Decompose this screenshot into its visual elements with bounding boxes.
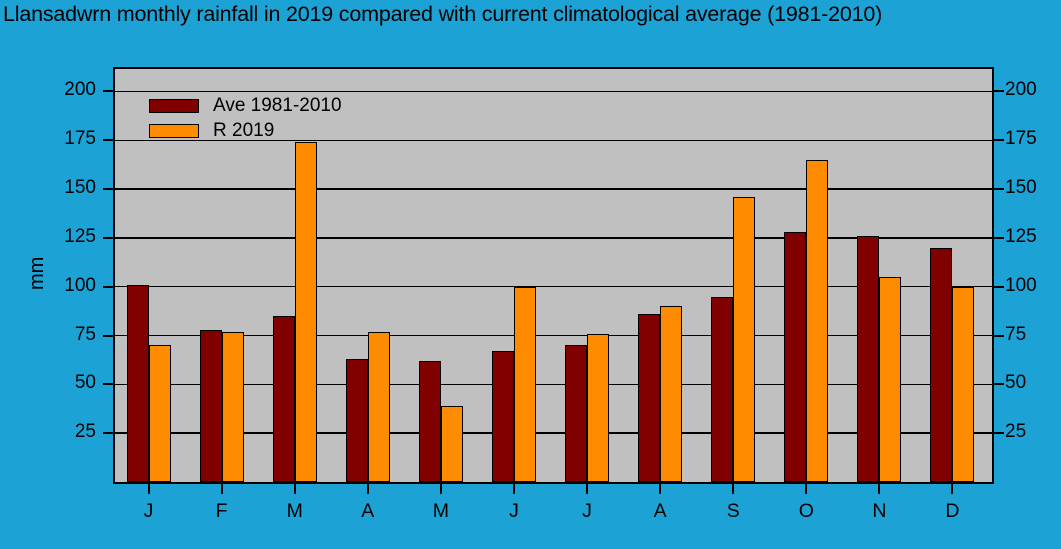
gridline	[115, 432, 992, 434]
bar-r2019-8	[733, 196, 756, 482]
x-tick	[439, 484, 442, 494]
month-label-6: J	[582, 500, 592, 522]
gridline	[115, 237, 992, 239]
bar-ave-5	[491, 351, 514, 482]
y-tick-label-left: 100	[64, 274, 96, 296]
bar-ave-0	[126, 284, 149, 482]
y-tick-label-right: 75	[1005, 323, 1027, 345]
gridline	[115, 188, 992, 190]
x-tick	[366, 484, 369, 494]
legend-swatch-r2019-icon	[149, 123, 199, 138]
y-tick-left	[103, 188, 113, 191]
bar-ave-1	[199, 329, 222, 482]
legend-label-r2019: R 2019	[213, 119, 275, 141]
y-tick-right	[994, 383, 1004, 386]
bar-ave-6	[565, 345, 588, 482]
x-tick	[659, 484, 662, 494]
x-tick	[586, 484, 589, 494]
chart-title: Llansadwrn monthly rainfall in 2019 comp…	[3, 2, 883, 26]
bar-r2019-1	[221, 331, 244, 482]
plot-area: Ave 1981-2010 R 2019	[113, 67, 994, 484]
bar-r2019-7	[660, 306, 683, 482]
bar-ave-4	[418, 360, 441, 482]
y-tick-label-right: 200	[1005, 79, 1037, 101]
y-tick-label-right: 50	[1005, 372, 1027, 394]
x-tick	[293, 484, 296, 494]
gridline	[115, 285, 992, 288]
y-tick-label-right: 175	[1005, 128, 1037, 150]
bar-r2019-10	[879, 276, 902, 482]
bar-r2019-3	[367, 331, 390, 482]
legend: Ave 1981-2010 R 2019	[149, 93, 342, 143]
month-label-2: M	[286, 500, 303, 522]
y-tick-left	[103, 383, 113, 386]
bar-ave-7	[638, 314, 661, 482]
gridline	[115, 334, 992, 337]
x-tick	[220, 484, 223, 494]
bar-ave-3	[345, 358, 368, 482]
y-tick-right	[994, 236, 1004, 239]
legend-label-ave: Ave 1981-2010	[213, 94, 342, 116]
y-tick-label-right: 25	[1005, 421, 1027, 443]
gridline	[115, 90, 992, 93]
y-tick-right	[994, 285, 1004, 288]
bar-ave-11	[930, 247, 953, 482]
bar-ave-9	[784, 232, 807, 482]
bar-r2019-4	[440, 405, 463, 482]
month-label-9: O	[798, 500, 814, 522]
month-label-5: J	[509, 500, 519, 522]
y-tick-left	[103, 432, 113, 435]
bar-ave-2	[272, 316, 295, 482]
y-tick-label-left: 125	[64, 225, 96, 247]
x-tick	[805, 484, 808, 494]
month-label-11: D	[945, 500, 960, 522]
y-tick-left	[103, 139, 113, 142]
month-label-10: N	[872, 500, 887, 522]
x-tick	[732, 484, 735, 494]
y-tick-label-right: 150	[1005, 177, 1037, 199]
y-tick-label-left: 150	[64, 177, 96, 199]
month-label-8: S	[726, 500, 740, 522]
y-tick-right	[994, 188, 1004, 191]
legend-swatch-ave-icon	[149, 98, 199, 113]
x-tick	[147, 484, 150, 494]
y-tick-right	[994, 139, 1004, 142]
bar-r2019-2	[294, 142, 317, 482]
bar-r2019-9	[806, 159, 829, 482]
month-label-4: M	[432, 500, 449, 522]
y-tick-right	[994, 90, 1004, 93]
month-label-7: A	[653, 500, 667, 522]
gridline	[115, 383, 992, 386]
x-tick	[878, 484, 881, 494]
bar-ave-10	[857, 235, 880, 482]
y-tick-left	[103, 334, 113, 337]
bar-r2019-11	[952, 286, 975, 482]
y-tick-label-left: 50	[74, 372, 96, 394]
y-tick-label-right: 125	[1005, 225, 1037, 247]
bar-r2019-5	[513, 286, 536, 482]
x-tick	[951, 484, 954, 494]
y-tick-right	[994, 432, 1004, 435]
bar-r2019-6	[587, 333, 610, 482]
y-tick-label-left: 175	[64, 128, 96, 150]
x-tick	[512, 484, 515, 494]
y-tick-label-left: 75	[74, 323, 96, 345]
gridline	[115, 139, 992, 142]
y-tick-left	[103, 285, 113, 288]
month-label-0: J	[143, 500, 154, 522]
y-tick-left	[103, 90, 113, 93]
y-tick-label-left: 200	[64, 79, 96, 101]
y-tick-label-left: 25	[74, 421, 96, 443]
y-tick-label-right: 100	[1005, 274, 1037, 296]
month-label-1: F	[215, 500, 228, 522]
y-tick-right	[994, 334, 1004, 337]
bar-r2019-0	[148, 345, 171, 482]
legend-item-r2019: R 2019	[149, 118, 342, 143]
y-tick-left	[103, 236, 113, 239]
bar-ave-8	[711, 296, 734, 482]
month-label-3: A	[361, 500, 375, 522]
legend-item-ave: Ave 1981-2010	[149, 93, 342, 118]
